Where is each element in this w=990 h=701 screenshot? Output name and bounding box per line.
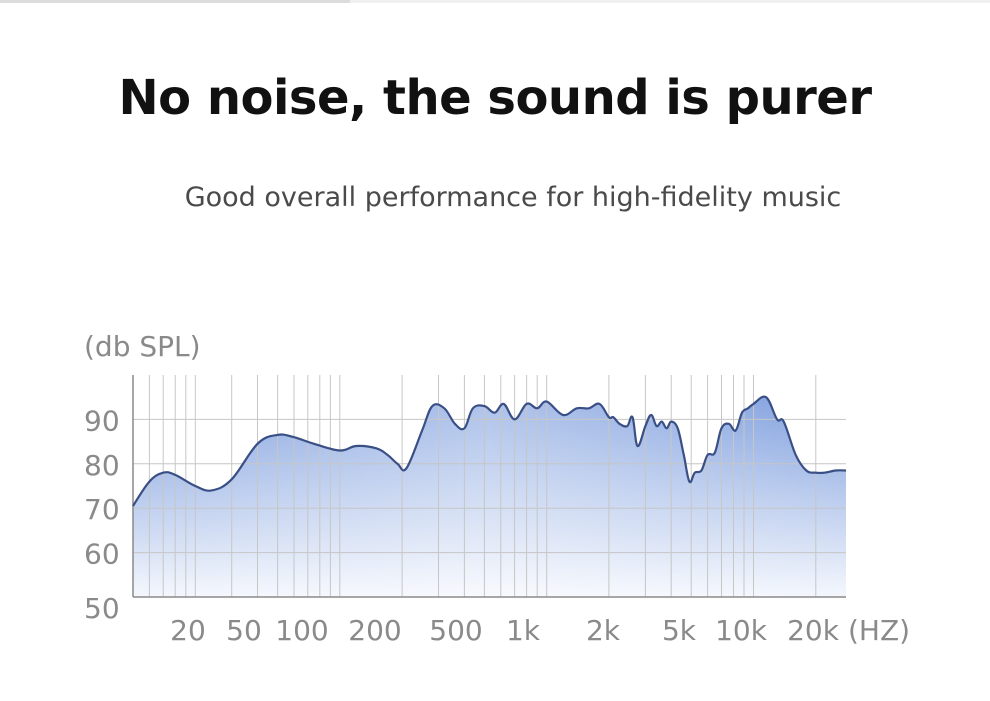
y-axis-label: (db SPL)	[84, 330, 201, 363]
y-tick-label: 50	[84, 592, 120, 625]
page-title: No noise, the sound is purer	[118, 70, 872, 126]
top-divider	[0, 0, 990, 3]
response-curve-line	[132, 395, 847, 507]
y-tick-label: 90	[84, 404, 120, 437]
y-tick-label: 60	[84, 538, 120, 571]
x-tick-label: 2k	[586, 614, 621, 647]
x-tick-label: 20	[170, 614, 206, 647]
y-tick-label: 80	[84, 449, 120, 482]
x-tick-label: 50	[226, 614, 262, 647]
x-tick-label: 100	[275, 614, 328, 647]
page-subtitle: Good overall performance for high-fideli…	[184, 182, 842, 213]
x-tick-label: 200	[348, 614, 401, 647]
response-area-highlight	[133, 396, 846, 597]
x-axis-label: (HZ)	[848, 614, 910, 647]
x-tick-label: 1k	[506, 614, 541, 647]
top-divider-accent	[0, 0, 350, 3]
x-tick-label: 500	[429, 614, 482, 647]
x-tick-label: 10k	[715, 614, 768, 647]
x-tick-label: 20k	[787, 614, 840, 647]
y-tick-label: 70	[84, 493, 120, 526]
x-tick-label: 5k	[662, 614, 697, 647]
